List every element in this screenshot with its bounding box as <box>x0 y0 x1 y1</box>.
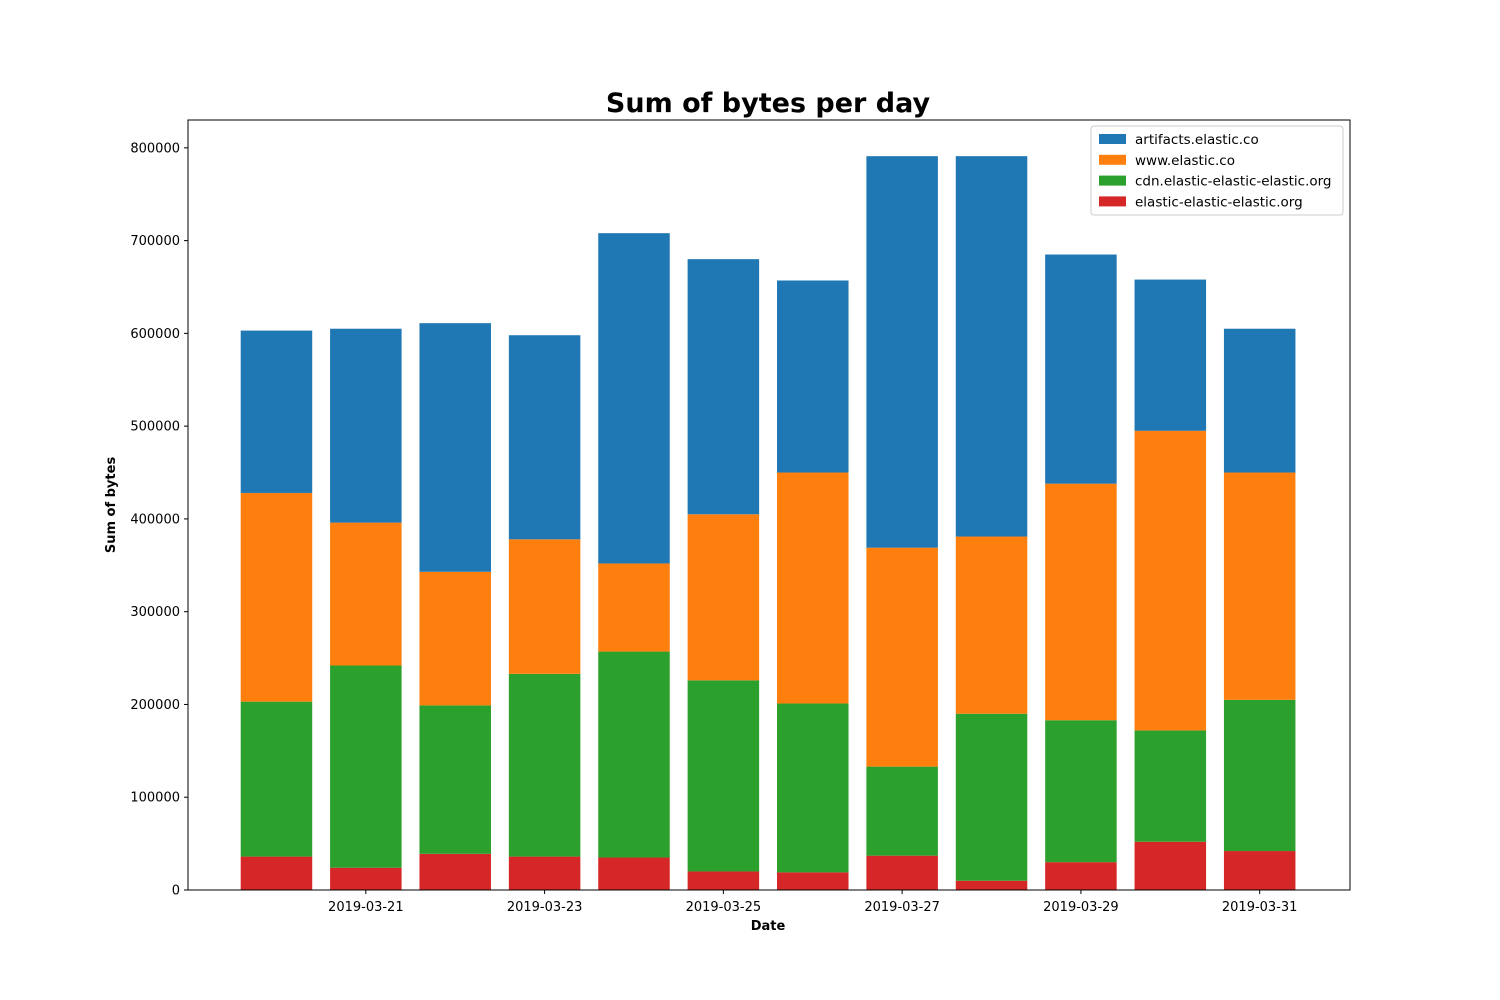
bar-elastic-elastic-elastic-org-2019-03-27 <box>866 855 938 890</box>
bar-www-elastic-co-2019-03-24 <box>598 563 670 652</box>
legend-swatch-www-elastic-co <box>1099 154 1126 165</box>
y-tick-label: 200000 <box>130 698 180 713</box>
bar-elastic-elastic-elastic-org-2019-03-30 <box>1134 841 1207 890</box>
bar-artifacts-elastic-co-2019-03-30 <box>1134 279 1207 431</box>
bar-elastic-elastic-elastic-org-2019-03-29 <box>1045 862 1117 890</box>
bar-cdn-elastic-elastic-elastic-org-2019-03-21 <box>330 665 402 868</box>
bar-www-elastic-co-2019-03-20 <box>240 492 313 702</box>
legend-label-www-elastic-co: www.elastic.co <box>1135 153 1235 169</box>
bar-www-elastic-co-2019-03-30 <box>1134 430 1207 731</box>
legend-label-elastic-elastic-elastic-org: elastic-elastic-elastic.org <box>1135 194 1303 210</box>
y-tick-label: 500000 <box>130 420 180 435</box>
bar-cdn-elastic-elastic-elastic-org-2019-03-31 <box>1223 699 1296 852</box>
bar-www-elastic-co-2019-03-21 <box>330 522 402 666</box>
bar-artifacts-elastic-co-2019-03-23 <box>508 335 581 540</box>
bar-www-elastic-co-2019-03-27 <box>866 547 938 767</box>
bar-www-elastic-co-2019-03-23 <box>508 539 581 674</box>
bar-elastic-elastic-elastic-org-2019-03-23 <box>508 856 581 890</box>
bar-artifacts-elastic-co-2019-03-21 <box>330 328 402 523</box>
legend-swatch-elastic-elastic-elastic-org <box>1099 196 1126 207</box>
bar-elastic-elastic-elastic-org-2019-03-28 <box>955 880 1028 890</box>
bar-elastic-elastic-elastic-org-2019-03-22 <box>419 853 491 890</box>
bar-elastic-elastic-elastic-org-2019-03-31 <box>1223 851 1296 890</box>
x-axis: 2019-03-21 2019-03-23 2019-03-25 2019-03-27… <box>328 890 1297 915</box>
plot-area-frame <box>187 119 1351 891</box>
bar-www-elastic-co-2019-03-26 <box>777 472 849 704</box>
bar-www-elastic-co-2019-03-28 <box>955 536 1028 714</box>
legend-label-cdn-elastic-elastic-elastic-org: cdn.elastic-elastic-elastic.org <box>1135 174 1332 190</box>
bar-elastic-elastic-elastic-org-2019-03-25 <box>687 871 760 890</box>
bar-cdn-elastic-elastic-elastic-org-2019-03-25 <box>687 680 760 872</box>
y-tick-label: 300000 <box>130 605 180 620</box>
bar-elastic-elastic-elastic-org-2019-03-20 <box>240 856 313 890</box>
y-tick-label: 800000 <box>130 141 180 156</box>
bar-cdn-elastic-elastic-elastic-org-2019-03-28 <box>955 713 1028 881</box>
bar-cdn-elastic-elastic-elastic-org-2019-03-22 <box>419 705 491 854</box>
bar-artifacts-elastic-co-2019-03-20 <box>240 330 313 493</box>
x-tick-label: 2019-03-29 <box>1043 900 1119 915</box>
x-tick-label: 2019-03-27 <box>864 900 940 915</box>
legend-box <box>1090 125 1344 216</box>
y-axis: 0 100000 200000 300000 400000 500000 600000 700… <box>130 141 188 899</box>
x-axis-title: Date <box>751 919 786 934</box>
bar-elastic-elastic-elastic-org-2019-03-26 <box>777 872 849 890</box>
bar-www-elastic-co-2019-03-22 <box>419 571 491 706</box>
x-tick-label: 2019-03-25 <box>686 900 762 915</box>
legend-label-artifacts-elastic-co: artifacts.elastic.co <box>1135 132 1259 148</box>
y-tick-label: 600000 <box>130 327 180 342</box>
legend-swatch-artifacts-elastic-co <box>1099 134 1126 144</box>
bar-artifacts-elastic-co-2019-03-22 <box>419 323 491 572</box>
bar-artifacts-elastic-co-2019-03-31 <box>1223 328 1296 473</box>
legend-swatch-cdn-elastic-elastic-elastic-org <box>1099 175 1126 186</box>
bar-www-elastic-co-2019-03-29 <box>1045 483 1117 721</box>
bar-elastic-elastic-elastic-org-2019-03-21 <box>330 867 402 890</box>
bar-artifacts-elastic-co-2019-03-28 <box>955 156 1028 537</box>
bar-artifacts-elastic-co-2019-03-24 <box>598 233 670 564</box>
y-tick-label: 100000 <box>130 791 180 806</box>
x-tick-label: 2019-03-31 <box>1222 900 1298 915</box>
bar-cdn-elastic-elastic-elastic-org-2019-03-29 <box>1045 720 1117 863</box>
x-tick-label: 2019-03-23 <box>507 900 583 915</box>
bar-www-elastic-co-2019-03-31 <box>1223 472 1296 700</box>
bar-cdn-elastic-elastic-elastic-org-2019-03-23 <box>508 673 581 857</box>
bars-group <box>240 156 1296 890</box>
y-tick-label: 0 <box>172 884 180 899</box>
legend: artifacts.elastic.co www.elastic.co cdn.el… <box>1090 125 1344 216</box>
bar-artifacts-elastic-co-2019-03-26 <box>777 280 849 473</box>
bar-cdn-elastic-elastic-elastic-org-2019-03-24 <box>598 651 670 858</box>
bar-artifacts-elastic-co-2019-03-25 <box>687 259 760 515</box>
x-tick-label: 2019-03-21 <box>328 900 404 915</box>
bar-cdn-elastic-elastic-elastic-org-2019-03-20 <box>240 701 313 857</box>
bar-cdn-elastic-elastic-elastic-org-2019-03-27 <box>866 766 938 856</box>
chart-title: Sum of bytes per day <box>606 88 931 119</box>
bar-elastic-elastic-elastic-org-2019-03-24 <box>598 857 670 890</box>
y-tick-label: 400000 <box>130 512 180 527</box>
bar-cdn-elastic-elastic-elastic-org-2019-03-30 <box>1134 730 1207 842</box>
y-axis-title: Sum of bytes <box>104 457 119 554</box>
bar-www-elastic-co-2019-03-25 <box>687 514 760 681</box>
bar-cdn-elastic-elastic-elastic-org-2019-03-26 <box>777 703 849 873</box>
y-tick-label: 700000 <box>130 234 180 249</box>
bar-artifacts-elastic-co-2019-03-29 <box>1045 254 1117 484</box>
bar-artifacts-elastic-co-2019-03-27 <box>866 156 938 548</box>
